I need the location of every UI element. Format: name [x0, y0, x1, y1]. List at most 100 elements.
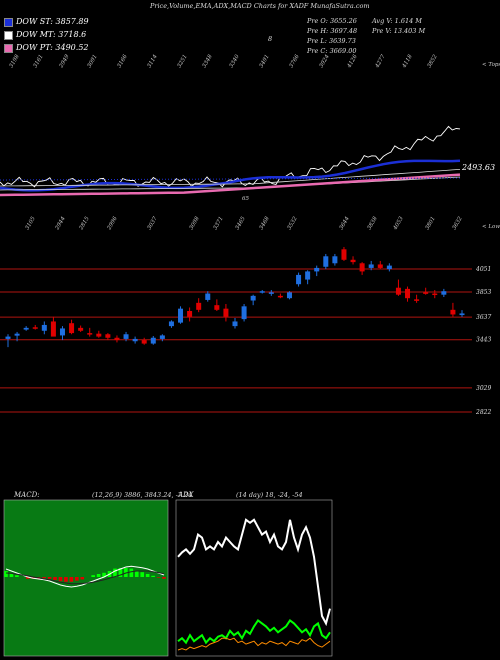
ema-panel: 3198 3161 2949 3091 3166 3114 3251 3348 3340 3491…	[0, 53, 500, 202]
candle-body	[250, 295, 256, 301]
candle-body	[5, 336, 11, 339]
candle-body	[423, 292, 429, 294]
tops-label: 3340	[229, 53, 241, 69]
candle-body	[168, 321, 174, 327]
chart-title: Price,Volume,EMA,ADX,MACD Charts for XAD…	[150, 2, 370, 10]
lows-label: 3468	[259, 215, 271, 231]
price-level-label: 4051	[475, 266, 491, 273]
lows-label: 3465	[235, 215, 247, 231]
tops-label: 3198	[9, 53, 21, 69]
legend-swatch-pt	[4, 43, 13, 53]
lows-label: 2996	[106, 215, 119, 231]
candle-body	[178, 308, 184, 323]
candle-body	[59, 328, 65, 336]
tops-label: 3166	[117, 53, 129, 69]
lows-axis-label: < Lows	[482, 224, 500, 230]
price-level-label: 3853	[476, 289, 491, 296]
candle-body	[41, 324, 47, 331]
macd-border	[3, 499, 169, 657]
candle-body	[359, 263, 365, 272]
macd-histogram-bar	[140, 572, 145, 577]
candle-body	[332, 256, 338, 264]
candle-body	[87, 333, 93, 335]
candle-body	[323, 256, 329, 267]
mid-small-label: 65	[242, 196, 249, 202]
tops-label: 3348	[202, 53, 214, 69]
candle-body	[341, 249, 347, 260]
candle-body	[395, 287, 401, 295]
info-pre-high: Pre H: 3697.48	[307, 27, 358, 35]
price-level-label: 3637	[476, 314, 491, 321]
legend-label-mt: DOW MT: 3718.6	[16, 30, 87, 39]
candle-body	[350, 259, 356, 263]
lows-label: 2944	[54, 215, 67, 231]
info-pre-close: Pre C: 3669.00	[307, 47, 357, 55]
candle-body	[268, 292, 274, 294]
macd-histogram-bar	[129, 568, 134, 577]
price-panel: 3105 2944 2815 2996 3037 3098 3371 3465 3468 3532…	[0, 215, 500, 416]
minus-di-line	[177, 637, 331, 651]
macd-histogram-bar	[91, 575, 95, 577]
tops-label: 4126	[346, 53, 359, 69]
ema-st-line	[0, 159, 461, 192]
macd-histogram-bar	[96, 574, 101, 577]
candle-body	[414, 299, 420, 301]
candle-body	[368, 264, 374, 268]
candle-body	[14, 333, 20, 336]
price-level-label: 3029	[476, 385, 491, 392]
tops-label: 3491	[259, 54, 271, 69]
macd-histogram-bar	[113, 568, 117, 577]
macd-histogram-bar	[58, 577, 63, 582]
candle-body	[196, 302, 202, 310]
lows-label: 4053	[392, 215, 405, 231]
macd-panel: MACD: (12,26,9) 3886, 3843.24, -7.24	[3, 491, 192, 657]
legend-swatch-st	[4, 17, 13, 27]
candle-body	[69, 323, 75, 334]
candle-body	[314, 267, 320, 272]
ema-value-label: 2493.63	[461, 163, 495, 172]
candle-body	[277, 295, 283, 298]
price-level-label: 3443	[476, 337, 491, 344]
macd-histogram-bar	[42, 577, 46, 579]
macd-line	[5, 565, 165, 588]
macd-histogram-bar	[25, 577, 30, 579]
lows-label: 3105	[25, 215, 37, 231]
adx-label: ADX	[177, 491, 195, 499]
candle-body	[450, 309, 456, 315]
macd-histogram-bar	[145, 574, 150, 577]
tops-label: 4277	[374, 53, 387, 69]
candle-body	[432, 293, 438, 296]
tops-label: 4118	[401, 53, 414, 69]
macd-histogram-bar	[69, 577, 74, 582]
price-line	[0, 125, 461, 188]
macd-histogram-bar	[134, 571, 139, 577]
macd-histogram-bar	[4, 571, 8, 577]
tops-axis-label: < Tops	[482, 62, 500, 68]
tops-label: 2949	[58, 53, 71, 69]
info-pre-volume: Pre V: 13.403 M	[372, 27, 426, 35]
legend-swatch-mt	[4, 30, 13, 40]
candle-body	[459, 313, 465, 316]
lows-label: 3838	[367, 215, 379, 231]
candle-body	[259, 291, 265, 293]
plus-di-line	[177, 618, 331, 645]
tops-label: 3114	[147, 53, 159, 69]
legend-dow-pt: DOW PT: 3490.52	[4, 43, 89, 53]
lows-label: 3371	[213, 216, 225, 231]
tops-label: 3924	[319, 53, 331, 69]
candle-body	[159, 335, 165, 339]
candle-body	[105, 334, 111, 338]
tops-label: 3161	[33, 54, 45, 69]
candle-body	[96, 333, 102, 337]
macd-histogram-bar	[64, 577, 68, 582]
tops-label: 3852	[427, 53, 439, 69]
macd-signal-line	[5, 570, 165, 585]
lows-label: 3037	[147, 215, 159, 231]
macd-histogram-bar	[162, 577, 166, 579]
candle-body	[214, 305, 220, 310]
info-pre-low: Pre L: 3639.73	[307, 37, 356, 45]
legend-dow-mt: DOW MT: 3718.6	[4, 30, 86, 40]
macd-params: (12,26,9) 3886, 3843.24, -7.24	[92, 491, 192, 499]
ema-pt-line	[0, 173, 461, 197]
